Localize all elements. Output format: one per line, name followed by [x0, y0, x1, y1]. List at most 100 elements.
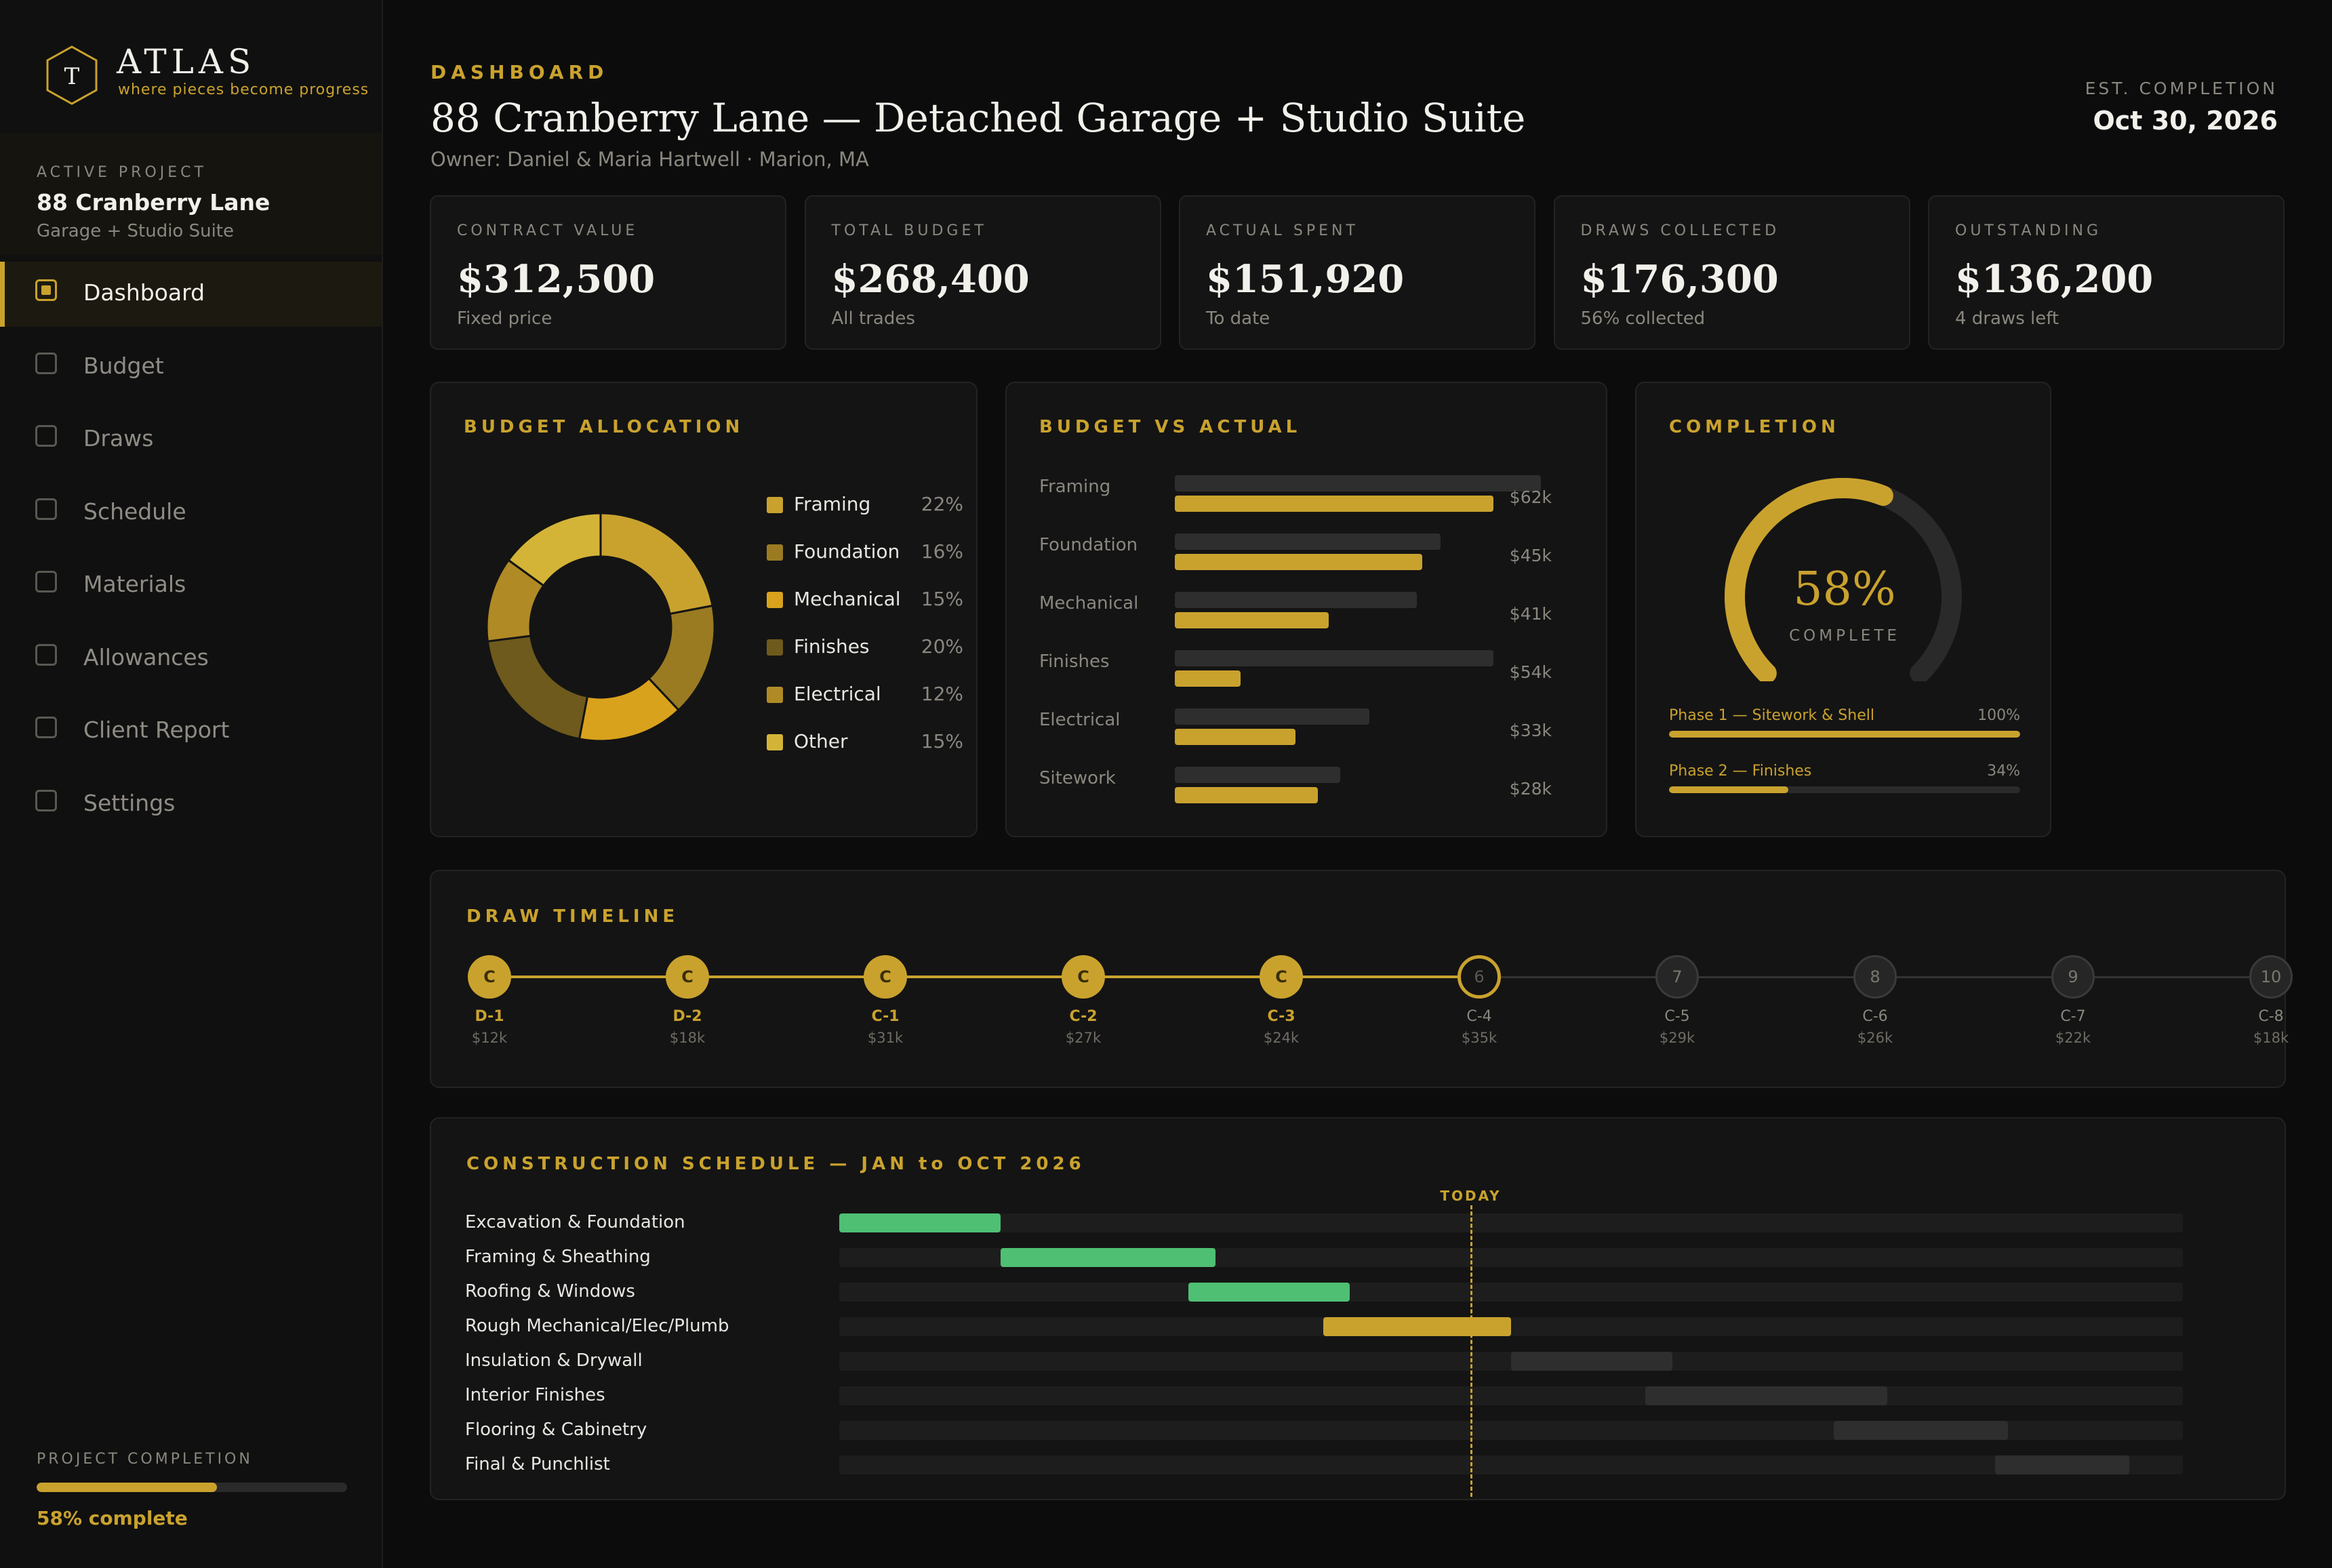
sidebar-item-label: Materials — [83, 571, 186, 597]
sidebar-item-label: Draws — [83, 425, 154, 451]
sidebar-item-budget[interactable]: Budget — [0, 335, 382, 400]
bva-value: $33k — [1509, 721, 1552, 740]
draw-node-d-2[interactable]: C — [666, 955, 709, 999]
phase-1: Phase 1 — Sitework & Shell 100% — [1669, 707, 2020, 738]
nav-square-icon — [35, 717, 57, 738]
kpi-card-contract-value: CONTRACT VALUE $312,500 Fixed price — [430, 195, 786, 350]
kpi-card-draws-collected: DRAWS COLLECTED $176,300 56% collected — [1553, 195, 1910, 350]
draw-node-c-2[interactable]: C — [1062, 955, 1105, 999]
kpi-value: $136,200 — [1955, 257, 2154, 302]
bva-actual-bar-electrical[interactable] — [1175, 729, 1296, 745]
page-title: 88 Cranberry Lane — Detached Garage + St… — [430, 95, 1526, 141]
draw-node-c-7[interactable]: 9 — [2051, 955, 2095, 999]
bva-actual-bar-framing[interactable] — [1175, 496, 1493, 512]
sidebar-item-label: Schedule — [83, 498, 186, 525]
bva-budget-bar-framing[interactable] — [1175, 475, 1541, 491]
bva-actual-bar-finishes[interactable] — [1175, 670, 1241, 687]
nav-square-icon — [35, 498, 57, 520]
active-project-name: 88 Cranberry Lane — [37, 189, 270, 216]
kpi-label: TOTAL BUDGET — [831, 222, 987, 239]
sidebar-item-label: Settings — [83, 789, 176, 816]
legend-item-finishes: Finishes 20% — [767, 634, 963, 661]
draw-code: D-2 — [672, 1008, 702, 1025]
phase-track — [1669, 731, 2020, 738]
draw-code: C-8 — [2258, 1008, 2284, 1025]
draw-timeline-title: DRAW TIMELINE — [466, 906, 679, 927]
sidebar-item-client-report[interactable]: Client Report — [0, 699, 382, 764]
legend-swatch — [767, 592, 783, 608]
donut-slice-framing[interactable] — [599, 512, 714, 616]
bva-budget-bar-finishes[interactable] — [1175, 650, 1494, 666]
completion-gauge — [1725, 478, 1962, 681]
draw-node-glyph: C — [681, 967, 693, 986]
est-completion-date: Oct 30, 2026 — [2093, 106, 2278, 136]
bva-actual-bar-sitework[interactable] — [1175, 787, 1318, 803]
active-project-sub: Garage + Studio Suite — [37, 221, 234, 241]
logo-letter: T — [64, 63, 80, 90]
schedule-task-insulation-drywall: Insulation & Drywall — [465, 1350, 643, 1371]
sidebar-item-allowances[interactable]: Allowances — [0, 626, 382, 691]
bva-actual-bar-mechanical[interactable] — [1175, 612, 1329, 628]
draw-node-c-5[interactable]: 7 — [1655, 955, 1699, 999]
bva-label-mechanical: Mechanical — [1039, 593, 1139, 614]
bva-budget-bar-mechanical[interactable] — [1175, 592, 1418, 608]
legend-swatch — [767, 544, 783, 561]
today-label: TODAY — [1440, 1188, 1502, 1204]
gantt-bar-rough-mechanical-elec-plumb[interactable] — [1323, 1317, 1511, 1336]
nav-square-icon — [35, 279, 57, 301]
nav-square-icon — [35, 352, 57, 374]
draw-node-glyph: C — [1275, 967, 1287, 986]
construction-schedule-panel: CONSTRUCTION SCHEDULE — JAN to OCT 2026 … — [430, 1117, 2286, 1500]
kpi-sub: All trades — [831, 308, 915, 329]
kpi-label: DRAWS COLLECTED — [1580, 222, 1780, 239]
draw-node-glyph: 10 — [2260, 967, 2282, 986]
gauge-fill — [1725, 478, 1893, 681]
draw-code: C-7 — [2060, 1008, 2086, 1025]
kpi-sub: Fixed price — [457, 308, 552, 329]
bva-actual-bar-foundation[interactable] — [1175, 554, 1422, 570]
draw-node-glyph: C — [879, 967, 891, 986]
gantt-bar-excavation-foundation[interactable] — [839, 1213, 1001, 1232]
active-project-card[interactable]: ACTIVE PROJECT 88 Cranberry Lane Garage … — [0, 133, 382, 255]
bva-budget-bar-foundation[interactable] — [1175, 534, 1441, 550]
gantt-bar-roofing-windows[interactable] — [1188, 1283, 1350, 1302]
gantt-bar-final-punchlist[interactable] — [1994, 1455, 2129, 1474]
budget-vs-actual-panel: BUDGET VS ACTUAL Framing $62k Foundation $4… — [1005, 382, 1607, 837]
phase-fill — [1669, 731, 2020, 738]
bva-budget-bar-electrical[interactable] — [1175, 708, 1370, 725]
gantt-bar-flooring-cabinetry[interactable] — [1833, 1421, 2009, 1440]
draw-node-c-8[interactable]: 10 — [2249, 955, 2293, 999]
draw-node-c-6[interactable]: 8 — [1853, 955, 1897, 999]
draw-node-c-3[interactable]: C — [1260, 955, 1303, 999]
draw-node-d-1[interactable]: C — [468, 955, 511, 999]
project-completion-fill — [37, 1483, 217, 1492]
gantt-bar-framing-sheathing[interactable] — [1000, 1248, 1215, 1267]
sidebar-item-dashboard[interactable]: Dashboard — [0, 262, 382, 327]
gantt-bar-interior-finishes[interactable] — [1645, 1386, 1887, 1405]
draw-amount: $26k — [1857, 1030, 1893, 1046]
bva-value: $54k — [1509, 662, 1552, 682]
bva-budget-bar-sitework[interactable] — [1175, 767, 1340, 783]
sidebar-item-materials[interactable]: Materials — [0, 553, 382, 618]
legend-name: Mechanical — [794, 588, 901, 610]
draw-code: C-2 — [1069, 1008, 1098, 1025]
draw-amount: $18k — [2253, 1030, 2289, 1046]
donut-slice-other[interactable] — [506, 512, 602, 587]
schedule-task-final-punchlist: Final & Punchlist — [465, 1454, 610, 1474]
phase-percent: 34% — [1987, 763, 2020, 780]
project-completion: PROJECT COMPLETION 58% complete — [37, 1451, 347, 1529]
sidebar-item-schedule[interactable]: Schedule — [0, 481, 382, 546]
draw-amount: $31k — [867, 1030, 904, 1046]
draw-node-c-4[interactable]: 6 — [1458, 955, 1501, 999]
brand-logo[interactable]: T ATLAS where pieces become progress — [45, 42, 368, 110]
kpi-value: $268,400 — [831, 257, 1030, 302]
sidebar-item-draws[interactable]: Draws — [0, 407, 382, 473]
legend-name: Framing — [794, 493, 871, 515]
draw-node-c-1[interactable]: C — [864, 955, 907, 999]
bva-label-finishes: Finishes — [1039, 651, 1110, 672]
gantt-bar-insulation-drywall[interactable] — [1511, 1352, 1672, 1371]
legend-name: Finishes — [794, 635, 870, 658]
legend-item-framing: Framing 22% — [767, 491, 963, 519]
donut-slice-finishes[interactable] — [486, 635, 589, 740]
sidebar-item-settings[interactable]: Settings — [0, 772, 382, 837]
